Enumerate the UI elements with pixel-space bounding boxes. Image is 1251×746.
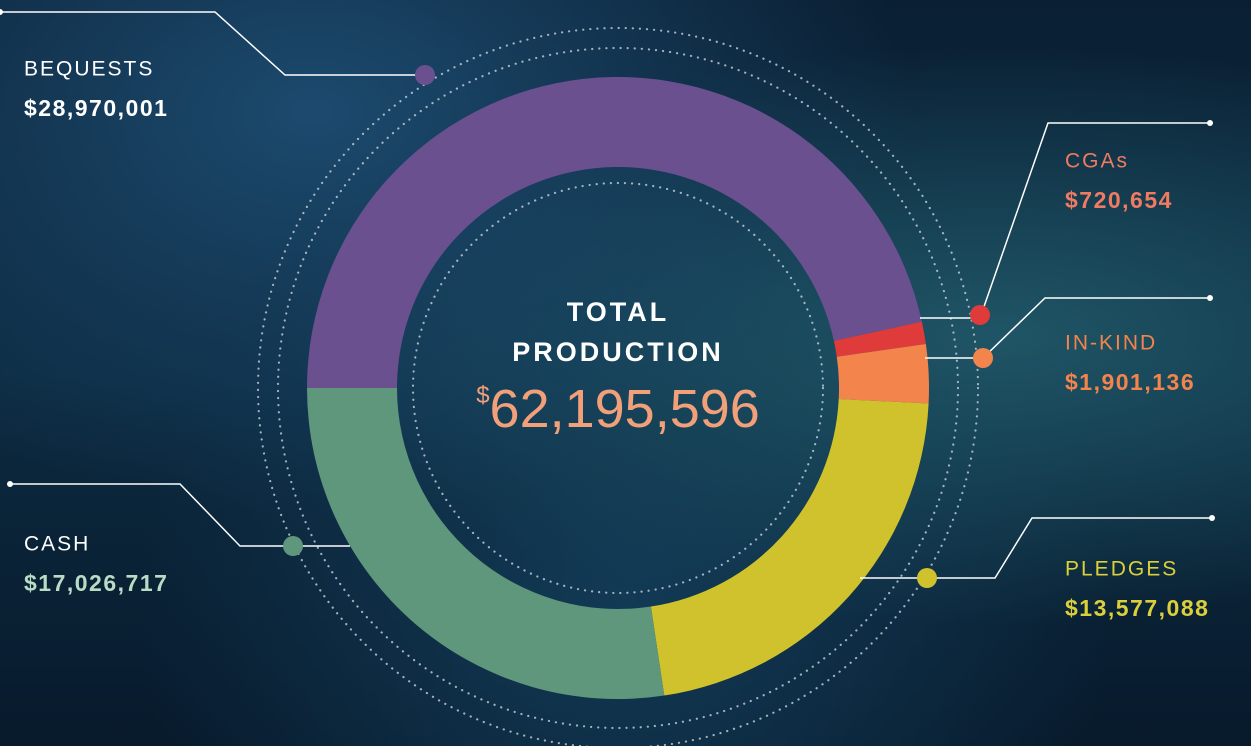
category-label: CASH [24, 533, 90, 556]
donut-segment [651, 399, 929, 696]
callout-end [7, 481, 13, 487]
center-title: TOTAL PRODUCTION [493, 292, 743, 372]
callout-dot [917, 568, 937, 588]
callout-end [0, 9, 3, 15]
category-label: BEQUESTS [24, 58, 154, 81]
callout-dot [970, 305, 990, 325]
callout-end [1209, 515, 1215, 521]
total-value: 62,195,596 [490, 379, 760, 439]
category-label: IN-KIND [1065, 332, 1157, 355]
category-label: CGAs [1065, 150, 1129, 173]
callout-end [1207, 120, 1213, 126]
value-label: $13,577,088 [1065, 595, 1209, 621]
category-label: PLEDGES [1065, 558, 1178, 581]
currency: $ [476, 382, 489, 409]
value-label: $1,901,136 [1065, 369, 1195, 395]
page: BEQUESTS $28,970,001 CGAs $720,654 IN-KIND $1… [0, 0, 1251, 746]
callout-dot [973, 348, 993, 368]
callout-end [1207, 295, 1213, 301]
center-total: $62,195,596 [438, 378, 798, 440]
center-label: TOTAL PRODUCTION $62,195,596 [438, 292, 798, 440]
value-label: $17,026,717 [24, 570, 168, 596]
callout-dot [415, 65, 435, 85]
value-label: $720,654 [1065, 187, 1173, 213]
value-label: $28,970,001 [24, 95, 168, 121]
callout-dot [283, 536, 303, 556]
